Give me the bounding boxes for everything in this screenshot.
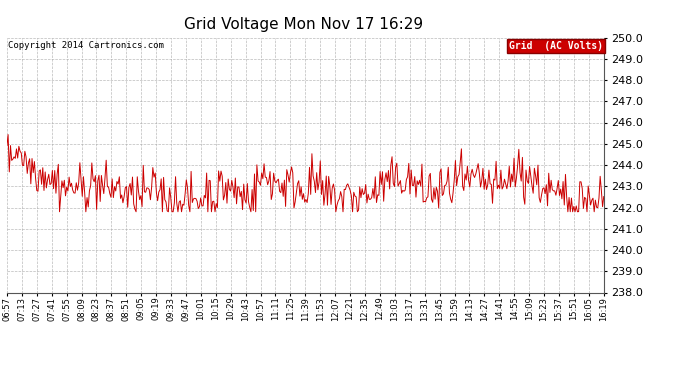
Text: Grid Voltage Mon Nov 17 16:29: Grid Voltage Mon Nov 17 16:29: [184, 17, 423, 32]
Text: Grid  (AC Volts): Grid (AC Volts): [509, 41, 602, 51]
Text: Copyright 2014 Cartronics.com: Copyright 2014 Cartronics.com: [8, 41, 164, 50]
